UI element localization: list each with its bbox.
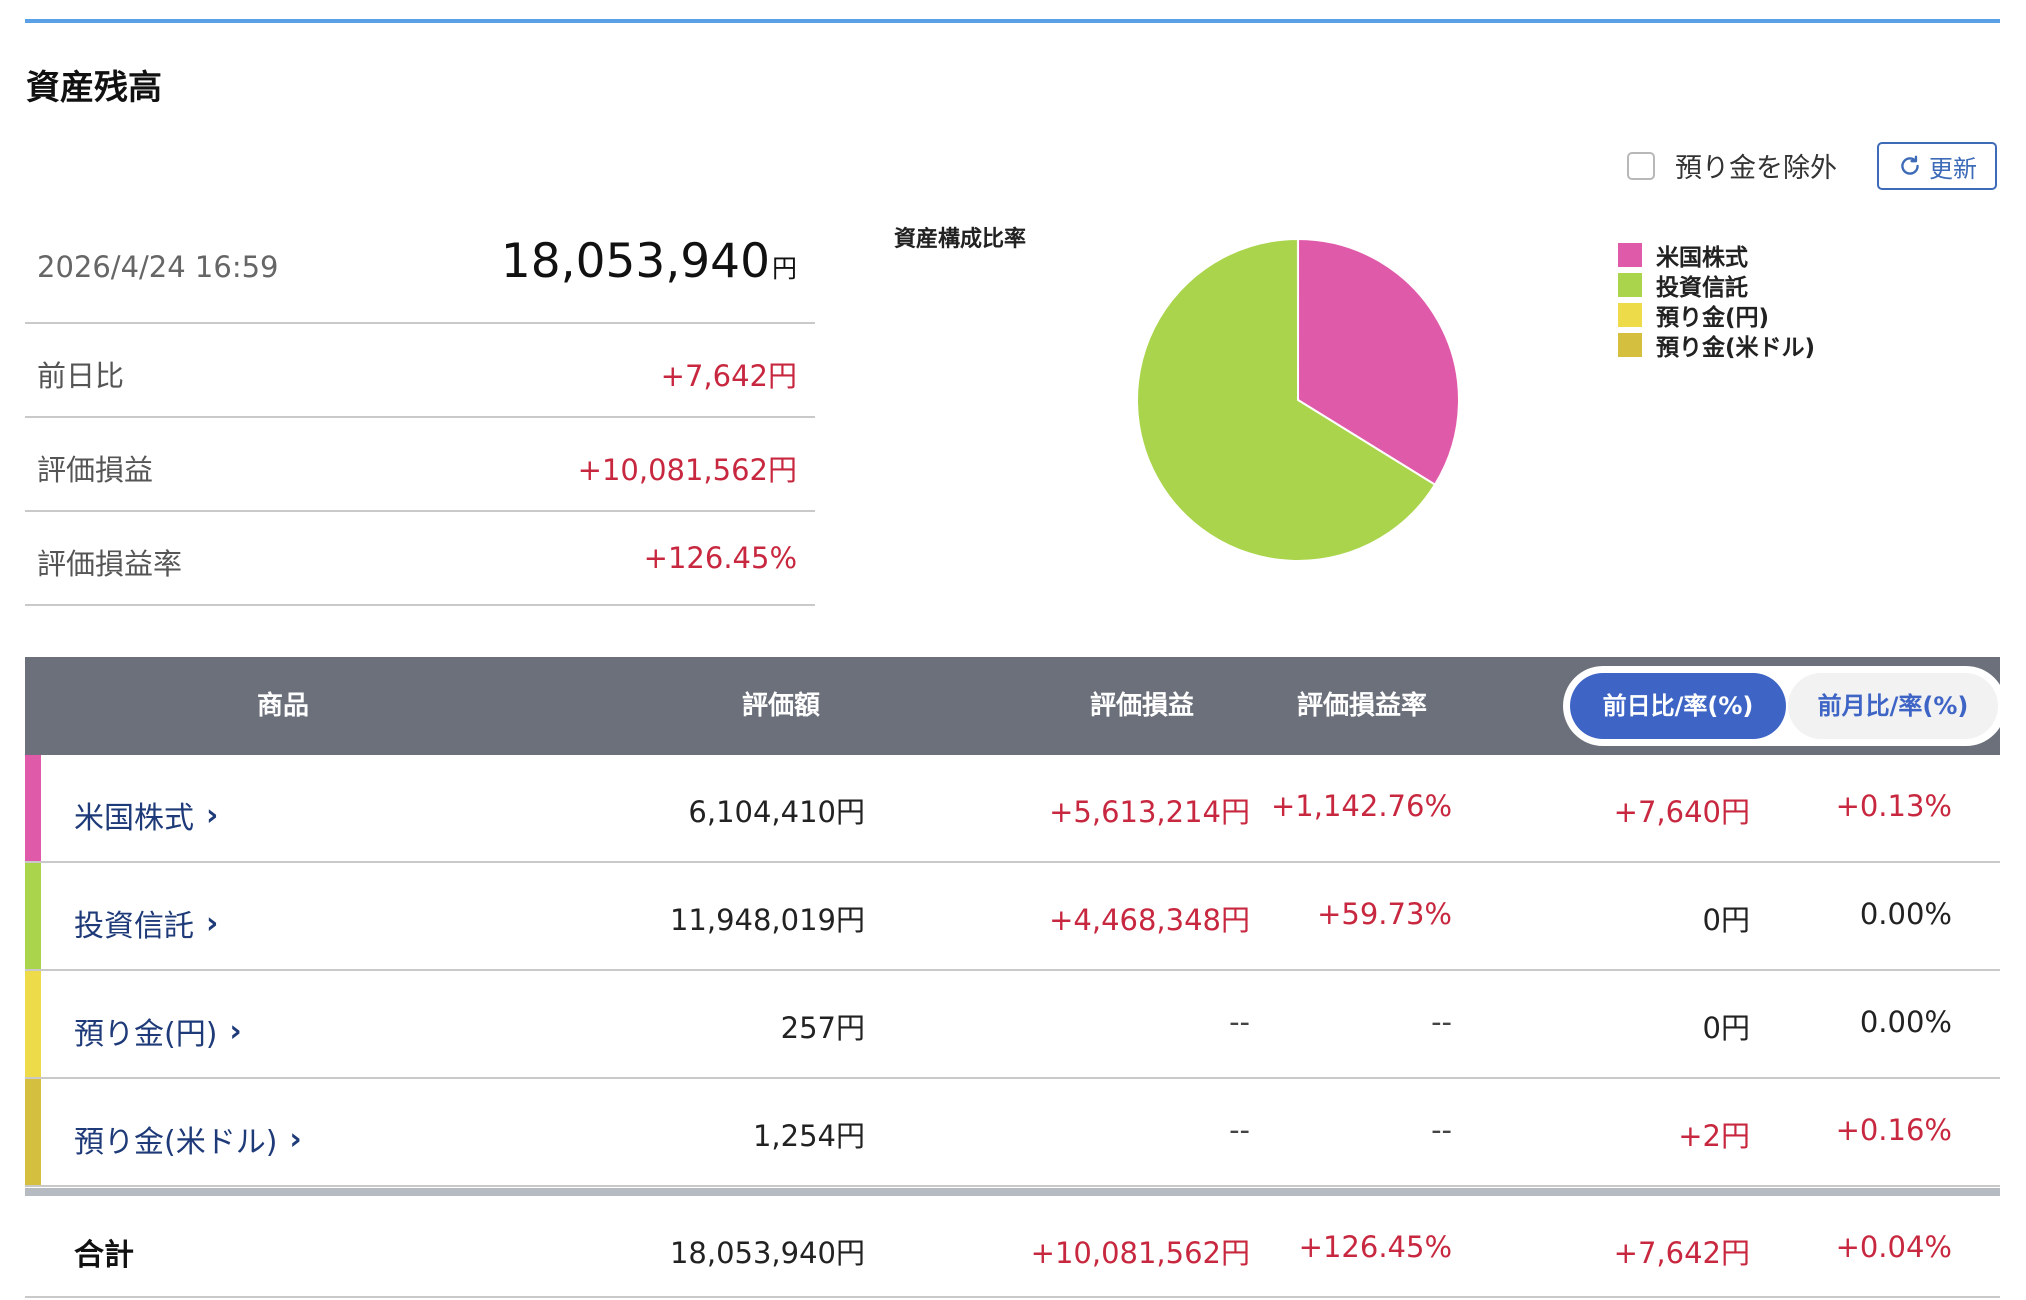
- total-label: 合計: [74, 1238, 134, 1273]
- cell-day-diff: 0円: [1702, 1011, 1750, 1045]
- header-pl-rate: 評価損益率: [1297, 691, 1428, 721]
- cell-day-diff-rate: 0.00%: [1859, 897, 1952, 931]
- chevron-right-icon: ›: [289, 1121, 302, 1157]
- cell-day-diff: +7,642円: [1613, 1236, 1750, 1270]
- cell-pl: --: [1229, 1113, 1250, 1147]
- cell-pl-rate: --: [1431, 1005, 1452, 1039]
- table-row: 預り金(円) › 257円 -- -- 0円 0.00%: [25, 971, 2000, 1079]
- table-row: 預り金(米ドル) › 1,254円 -- -- +2円 +0.16%: [25, 1079, 2000, 1187]
- header-product: 商品: [257, 691, 310, 721]
- header-valuation: 評価額: [742, 691, 821, 721]
- cell-valuation: 6,104,410円: [688, 795, 865, 829]
- cell-day-diff: +7,640円: [1613, 795, 1750, 829]
- table-header: 商品 評価額 評価損益 評価損益率 前日比/率(%) 前月比/率(%): [25, 657, 2006, 755]
- row-color-bar: [25, 1079, 41, 1185]
- cell-day-diff-rate: +0.13%: [1835, 789, 1952, 823]
- legend-label: 米国株式: [1656, 245, 1748, 271]
- tab-day-change[interactable]: 前日比/率(%): [1570, 673, 1786, 739]
- summary-pl-row: 評価損益 +10,081,562円: [25, 418, 815, 512]
- pie-slice-0: [1297, 237, 1460, 487]
- chart-title: 資産構成比率: [894, 227, 1027, 252]
- legend-label: 預り金(円): [1656, 305, 1770, 331]
- legend-label: 投資信託: [1656, 275, 1748, 301]
- cell-pl: +4,468,348円: [1049, 903, 1250, 937]
- table-row: 投資信託 › 11,948,019円 +4,468,348円 +59.73% 0円…: [25, 863, 2000, 971]
- product-link-us-stocks[interactable]: 米国株式 ›: [74, 793, 218, 837]
- summary-label: 評価損益率: [37, 547, 183, 581]
- cell-pl: --: [1229, 1005, 1250, 1039]
- tab-month-change[interactable]: 前月比/率(%): [1788, 673, 1998, 739]
- refresh-button[interactable]: 更新: [1877, 142, 1997, 190]
- summary-pl-rate-row: 評価損益率 +126.45%: [25, 512, 815, 606]
- row-color-bar: [25, 755, 41, 861]
- as-of-datetime: 2026/4/24 16:59: [37, 250, 279, 284]
- asset-composition-pie-chart: [1136, 237, 1460, 562]
- product-link-deposit-jpy[interactable]: 預り金(円) ›: [74, 1009, 242, 1053]
- chevron-right-icon: ›: [206, 905, 219, 941]
- summary-day-change-row: 前日比 +7,642円: [25, 324, 815, 418]
- cell-valuation: 257円: [780, 1011, 865, 1045]
- chevron-right-icon: ›: [229, 1013, 242, 1049]
- table-row: 米国株式 › 6,104,410円 +5,613,214円 +1,142.76% …: [25, 755, 2000, 863]
- cell-pl-rate: +1,142.76%: [1271, 789, 1452, 823]
- cell-day-diff-rate: +0.16%: [1835, 1113, 1952, 1147]
- product-link-mutual-funds[interactable]: 投資信託 ›: [74, 901, 218, 945]
- cell-day-diff-rate: 0.00%: [1859, 1005, 1952, 1039]
- summary-total-row: 2026/4/24 16:59 18,053,940円: [25, 210, 815, 324]
- table-total-row: 合計 18,053,940円 +10,081,562円 +126.45% +7,…: [25, 1196, 2000, 1298]
- legend-label: 預り金(米ドル): [1656, 335, 1816, 361]
- exclude-deposit-checkbox[interactable]: [1627, 151, 1655, 180]
- cell-pl-rate: +126.45%: [1298, 1230, 1452, 1264]
- total-asset-number: 18,053,940: [500, 234, 770, 289]
- legend-item: 投資信託: [1618, 270, 1815, 301]
- chevron-right-icon: ›: [206, 797, 219, 833]
- product-name: 預り金(米ドル): [74, 1125, 278, 1160]
- legend-swatch: [1618, 303, 1642, 327]
- legend-item: 預り金(円): [1618, 300, 1815, 331]
- top-accent-line: [25, 19, 2000, 23]
- summary-panel: 2026/4/24 16:59 18,053,940円 前日比 +7,642円 …: [25, 210, 815, 606]
- chart-legend: 米国株式 投資信託 預り金(円) 預り金(米ドル): [1618, 240, 1816, 361]
- total-separator: [25, 1188, 2000, 1196]
- summary-label: 評価損益: [37, 453, 154, 487]
- cell-valuation: 18,053,940円: [669, 1236, 865, 1270]
- summary-value: +10,081,562円: [577, 453, 797, 487]
- header-pl: 評価損益: [1090, 691, 1195, 721]
- summary-value: +7,642円: [660, 359, 797, 393]
- cell-pl-rate: +59.73%: [1317, 897, 1452, 931]
- cell-pl: +10,081,562円: [1030, 1236, 1250, 1270]
- total-asset-unit: 円: [771, 254, 797, 283]
- cell-day-diff: +2円: [1678, 1119, 1750, 1153]
- legend-item: 預り金(米ドル): [1618, 330, 1816, 361]
- legend-swatch: [1618, 273, 1642, 297]
- refresh-icon: [1901, 155, 1919, 175]
- row-color-bar: [25, 863, 41, 969]
- legend-item: 米国株式: [1618, 240, 1815, 271]
- cell-pl: +5,613,214円: [1049, 795, 1250, 829]
- cell-day-diff: 0円: [1702, 903, 1750, 937]
- page-title: 資産残高: [26, 68, 162, 108]
- summary-value: +126.45%: [643, 541, 797, 575]
- exclude-deposit-toggle[interactable]: 預り金を除外: [1627, 146, 1837, 185]
- legend-swatch: [1618, 333, 1642, 357]
- cell-day-diff-rate: +0.04%: [1835, 1230, 1952, 1264]
- row-color-bar: [25, 971, 41, 1077]
- total-asset-value: 18,053,940円: [501, 234, 797, 289]
- product-link-deposit-usd[interactable]: 預り金(米ドル) ›: [74, 1117, 302, 1161]
- summary-label: 前日比: [37, 359, 125, 393]
- period-toggle: 前日比/率(%) 前月比/率(%): [1563, 666, 2006, 746]
- product-name: 投資信託: [74, 909, 194, 944]
- product-name: 米国株式: [74, 801, 194, 836]
- cell-pl-rate: --: [1431, 1113, 1452, 1147]
- cell-valuation: 11,948,019円: [669, 903, 865, 937]
- refresh-label: 更新: [1929, 154, 1977, 183]
- pie-slice-1: [1136, 237, 1437, 562]
- exclude-deposit-label: 預り金を除外: [1675, 153, 1837, 184]
- legend-swatch: [1618, 243, 1642, 267]
- cell-valuation: 1,254円: [752, 1119, 865, 1153]
- product-name: 預り金(円): [74, 1017, 218, 1052]
